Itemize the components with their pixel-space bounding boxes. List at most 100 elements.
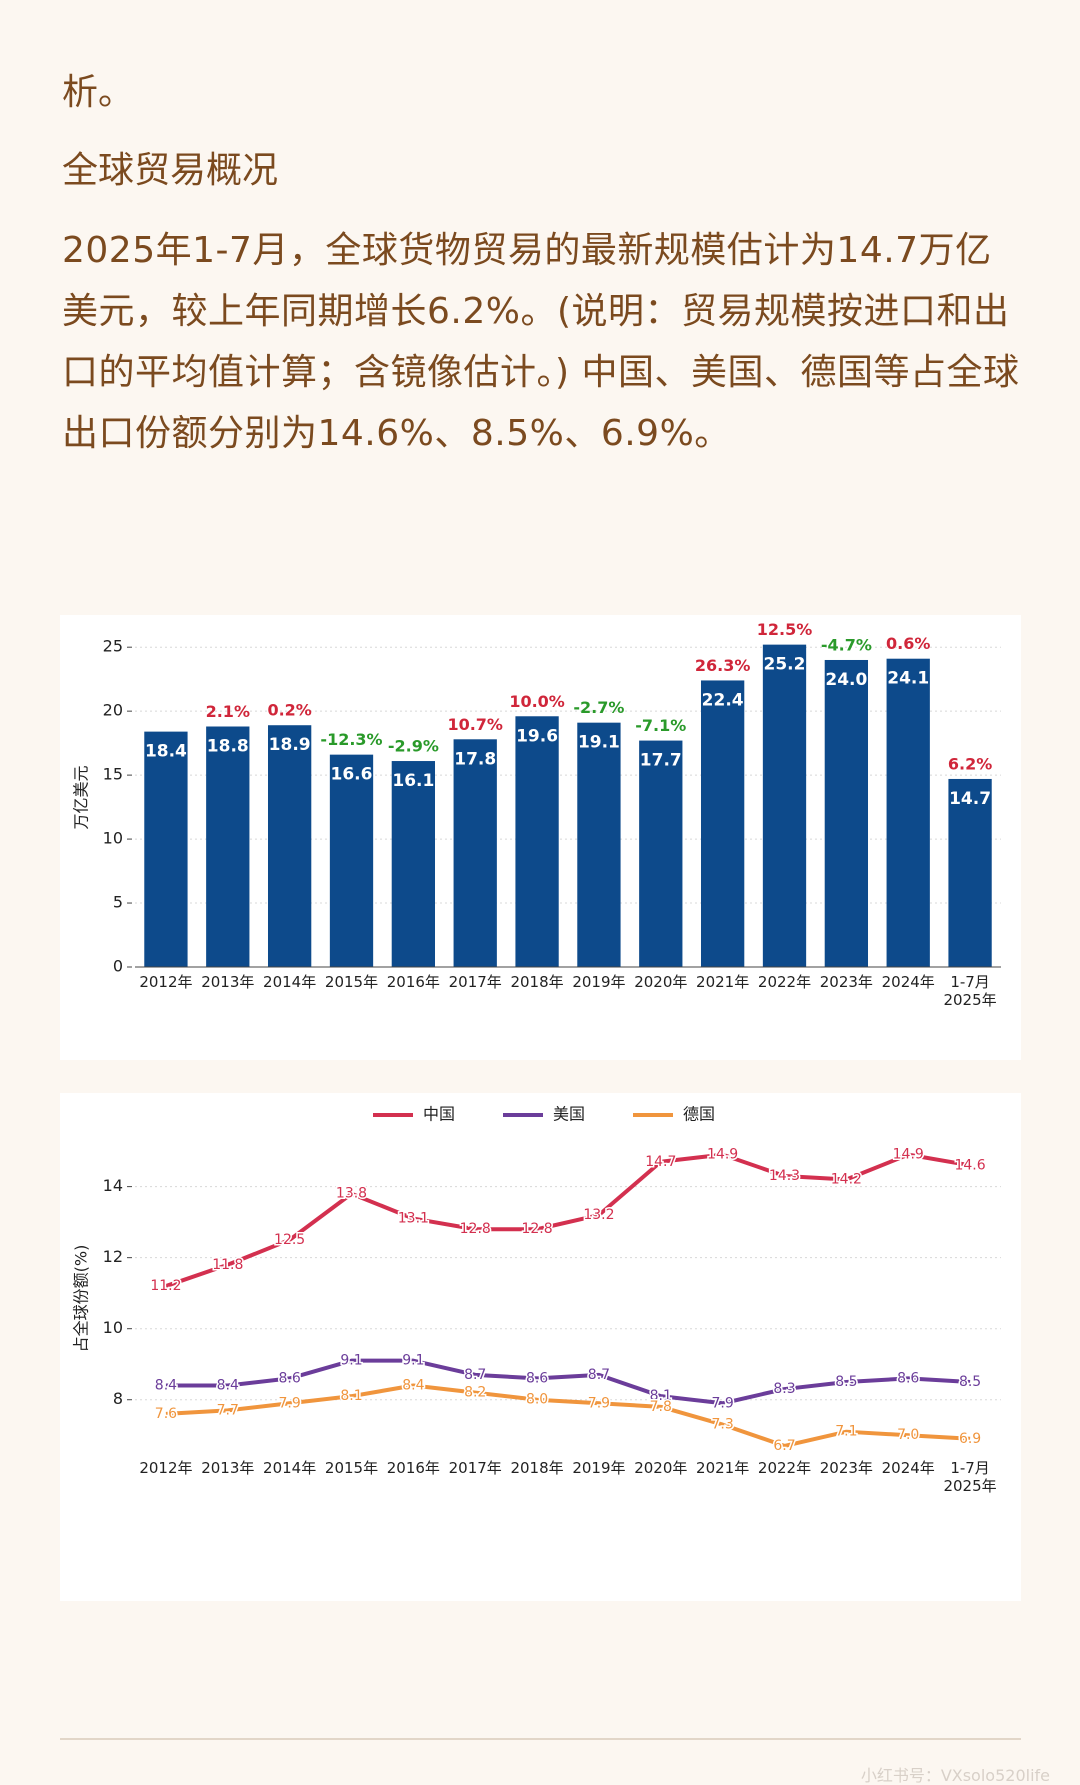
- point-label: 8.3: [773, 1381, 795, 1397]
- series-line: [165, 1152, 971, 1288]
- point-label: 8.6: [897, 1370, 919, 1386]
- y-axis-label: 万亿美元: [72, 765, 91, 829]
- y-tick-label: 12: [103, 1247, 123, 1266]
- x-tick-label: 2019年: [572, 973, 626, 991]
- point-label: 7.8: [650, 1399, 672, 1415]
- bar-value-label: 16.6: [331, 765, 373, 785]
- x-tick-label: 2015年: [324, 1459, 379, 1477]
- growth-label: -7.1%: [635, 716, 686, 735]
- series-line: [165, 1358, 971, 1406]
- x-tick-label: 2021年: [696, 973, 750, 991]
- y-tick-label: 14: [103, 1176, 123, 1195]
- bar: [453, 739, 497, 967]
- line-chart-svg: 8 10 12 14 占全球份额(%) 中国 美国 德国 11.2 11.8 12.5 13.8 13.…: [72, 1105, 1001, 1455]
- legend-label: 中国: [423, 1105, 455, 1124]
- x-tick-label: 2022年: [757, 973, 812, 991]
- x-tick-label: 2023年: [819, 973, 873, 991]
- bar-chart: 0 5 10 15 20 25 万亿美元 18.4 18.8 2.1% 18.9 0.2% 16.6 -1…: [60, 615, 1021, 1060]
- x-tick-label: 2016年: [386, 973, 440, 991]
- point-label: 13.1: [398, 1211, 429, 1227]
- point-label: 8.2: [464, 1385, 486, 1401]
- bar: [391, 761, 436, 967]
- x-tick-label: 2017年: [448, 1459, 502, 1477]
- x-tick-label: 2018年: [510, 973, 564, 991]
- bar: [762, 644, 807, 967]
- point-label: 7.7: [217, 1402, 239, 1418]
- x-tick-label: 2016年: [386, 1459, 440, 1477]
- y-tick-label: 5: [113, 893, 123, 912]
- point-label: 8.5: [835, 1374, 857, 1390]
- point-label: 8.1: [340, 1388, 362, 1404]
- text-fragment: 析。: [62, 72, 135, 113]
- y-tick-label: 10: [103, 1318, 123, 1337]
- growth-label: -2.9%: [388, 737, 439, 756]
- y-axis-label: 占全球份额(%): [72, 1245, 91, 1353]
- bar: [639, 740, 683, 967]
- point-label: 7.9: [279, 1395, 301, 1411]
- legend-label: 美国: [553, 1105, 585, 1124]
- bar: [824, 659, 869, 967]
- x-tick-label: 2014年: [263, 973, 317, 991]
- watermark: 小红书号：VXsolo520life: [860, 1766, 1050, 1785]
- paragraph: 2025年1-7月，全球货物贸易的最新规模估计为14.7万亿美元，较上年同期增长…: [62, 230, 1020, 454]
- bar-value-label: 18.9: [269, 735, 311, 755]
- y-tick-label: 25: [103, 637, 123, 656]
- growth-label: -4.7%: [821, 635, 872, 654]
- y-tick-label: 0: [113, 957, 123, 976]
- bar-chart-svg: 0 5 10 15 20 25 万亿美元 18.4 18.8 2.1% 18.9 0.2% 16.6 -1…: [72, 620, 1001, 976]
- point-label: 9.1: [402, 1353, 424, 1369]
- bar-value-label: 22.4: [702, 690, 744, 710]
- x-tick-label: 2017年: [448, 973, 502, 991]
- growth-label: 10.7%: [447, 715, 503, 734]
- point-label: 14.3: [769, 1168, 800, 1184]
- bar: [886, 658, 930, 967]
- bar-value-label: 14.7: [949, 789, 991, 809]
- bar: [948, 778, 992, 967]
- x-tick-label: 1-7月 2025年: [943, 1459, 997, 1495]
- point-label: 13.8: [336, 1186, 367, 1202]
- divider: [60, 1738, 1021, 1740]
- point-label: 14.2: [831, 1172, 862, 1188]
- bar-value-label: 24.0: [825, 670, 867, 690]
- x-tick-label: 2012年: [139, 1459, 193, 1477]
- point-label: 7.6: [155, 1406, 177, 1422]
- growth-label: 26.3%: [695, 656, 751, 675]
- growth-label: -2.7%: [573, 698, 624, 717]
- point-label: 11.8: [212, 1257, 243, 1273]
- bar-value-label: 16.1: [392, 771, 434, 791]
- x-tick-label: 2021年: [696, 1459, 750, 1477]
- point-label: 8.7: [464, 1367, 486, 1383]
- x-tick-label: 1-7月 2025年: [943, 973, 997, 1009]
- point-label: 8.6: [279, 1370, 301, 1386]
- point-label: 14.7: [645, 1154, 676, 1170]
- y-tick-label: 15: [103, 765, 123, 784]
- x-tick-label: 2018年: [510, 1459, 564, 1477]
- point-label: 9.1: [340, 1353, 362, 1369]
- point-label: 7.9: [712, 1395, 734, 1411]
- point-label: 14.6: [954, 1157, 985, 1173]
- point-label: 8.7: [588, 1367, 610, 1383]
- point-label: 8.5: [959, 1374, 981, 1390]
- point-label: 8.4: [402, 1378, 424, 1394]
- growth-label: -12.3%: [320, 730, 382, 749]
- bar-value-label: 19.1: [578, 733, 620, 753]
- point-label: 8.6: [526, 1370, 548, 1386]
- bar-value-label: 17.8: [454, 749, 496, 769]
- growth-label: 6.2%: [948, 754, 992, 773]
- bar: [577, 722, 621, 967]
- growth-label: 0.6%: [886, 634, 930, 653]
- x-tick-label: 2012年: [139, 973, 193, 991]
- bar-value-label: 18.4: [145, 742, 187, 762]
- growth-label: 10.0%: [509, 692, 565, 711]
- x-tick-label: 2014年: [263, 1459, 317, 1477]
- point-label: 13.2: [583, 1207, 614, 1223]
- point-label: 11.2: [150, 1278, 181, 1294]
- y-tick-label: 20: [103, 701, 123, 720]
- bar-value-label: 17.7: [640, 751, 682, 771]
- bar: [144, 731, 188, 967]
- point-label: 8.4: [155, 1378, 177, 1394]
- x-tick-label: 2013年: [201, 1459, 255, 1477]
- x-tick-label: 2019年: [572, 1459, 626, 1477]
- growth-label: 2.1%: [206, 702, 250, 721]
